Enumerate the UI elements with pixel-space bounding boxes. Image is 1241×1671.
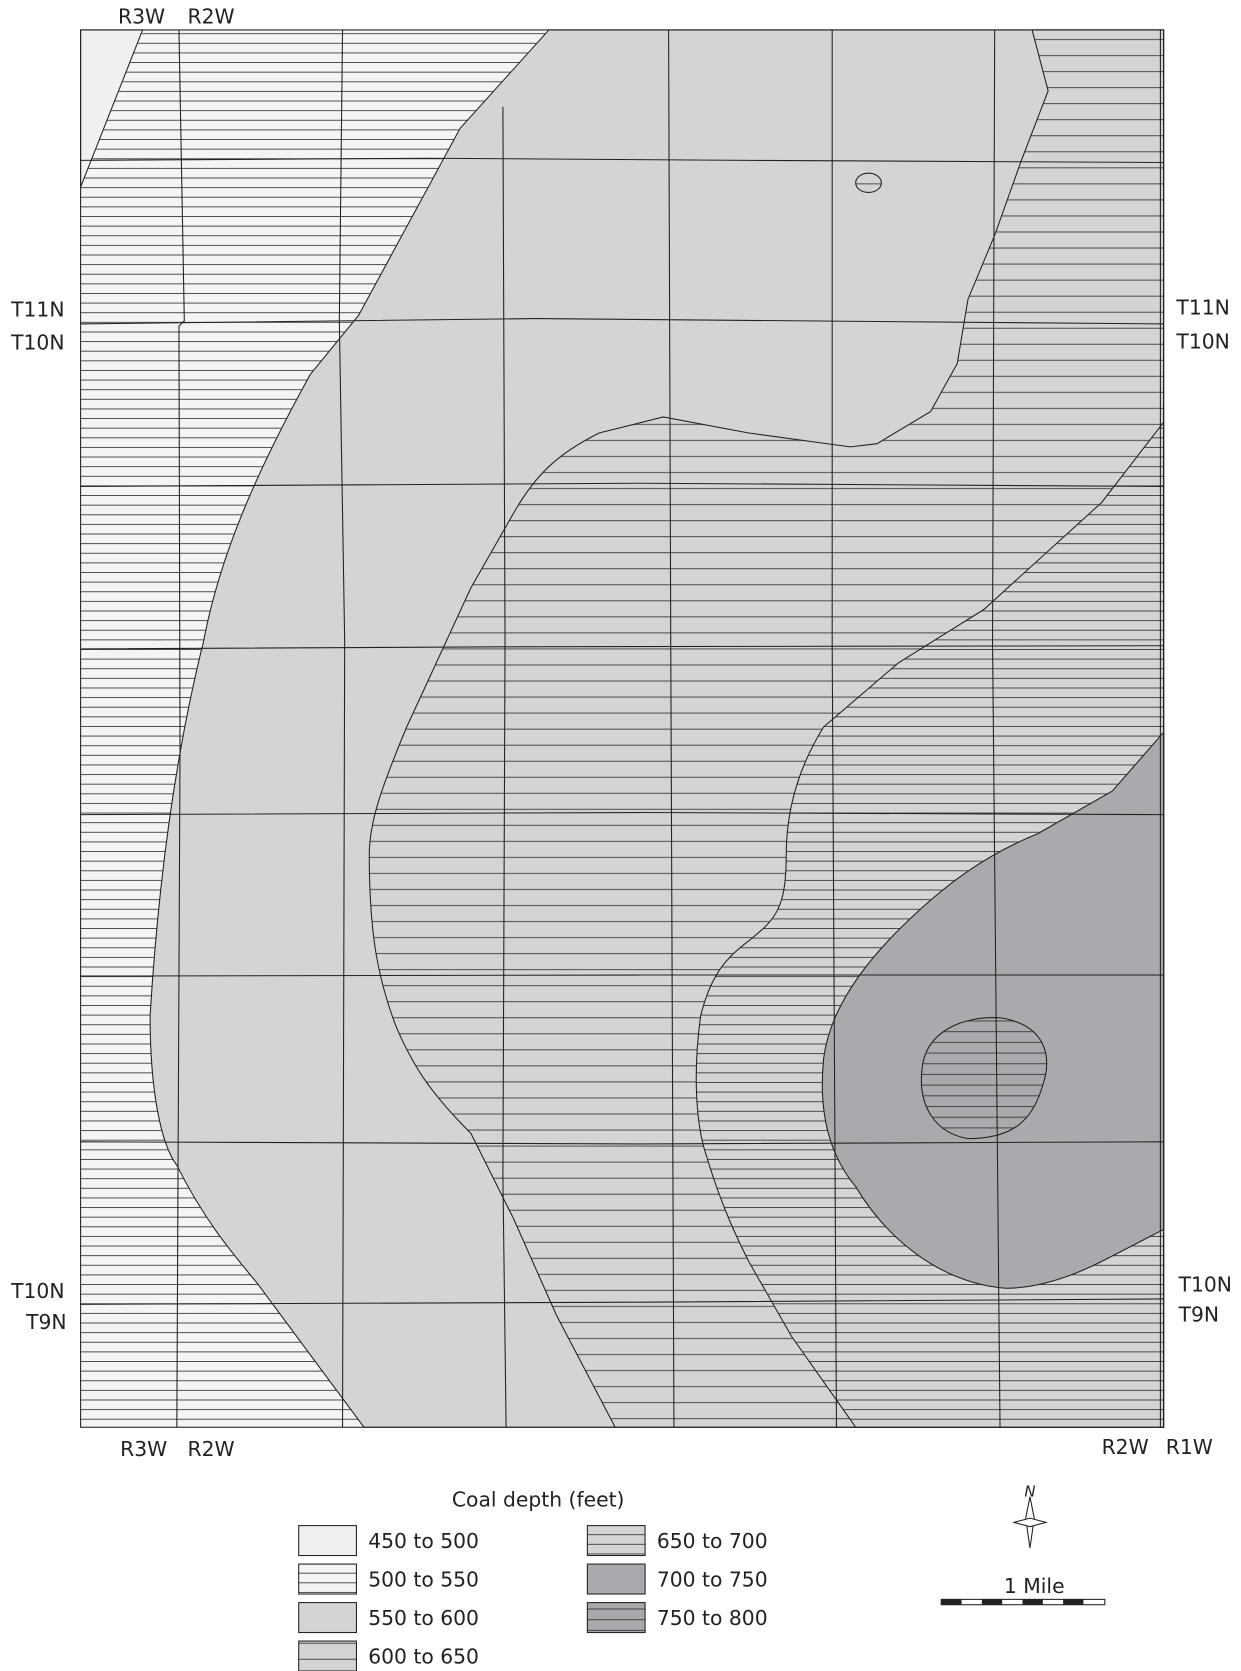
legend-swatch <box>298 1563 357 1595</box>
legend-swatch <box>298 1640 357 1671</box>
legend-label: 500 to 550 <box>368 1568 479 1592</box>
township-label: T10N <box>10 1279 64 1303</box>
range-label: R2W <box>188 5 235 29</box>
legend-label: 750 to 800 <box>657 1606 768 1630</box>
township-label: T9N <box>1178 1302 1219 1326</box>
range-label: R2W <box>1102 1435 1149 1459</box>
legend-label: 700 to 750 <box>657 1568 768 1592</box>
legend-label: 550 to 600 <box>368 1606 479 1630</box>
legend: Coal depth (feet) 450 to 500 500 to 550 55… <box>298 1487 768 1671</box>
scale-label: 1 Mile <box>1004 1574 1065 1598</box>
legend-title: Coal depth (feet) <box>452 1487 625 1511</box>
small-closure <box>855 172 882 193</box>
scale-bar: 1 Mile <box>940 1574 1106 1606</box>
township-label: T9N <box>25 1310 67 1334</box>
legend-label: 600 to 650 <box>368 1645 479 1669</box>
township-label: T11N <box>10 297 64 321</box>
legend-swatch <box>298 1602 357 1634</box>
legend-label: 450 to 500 <box>368 1529 479 1553</box>
zone-750-800 <box>920 1017 1048 1140</box>
zone-700-750 <box>821 730 1165 1289</box>
legend-swatch <box>586 1602 646 1634</box>
map-frame <box>80 29 1165 1428</box>
north-label: N <box>1024 1483 1035 1501</box>
north-arrow: N <box>1011 1483 1049 1549</box>
range-label: R2W <box>188 1437 235 1461</box>
legend-label: 650 to 700 <box>657 1529 768 1553</box>
legend-swatch <box>298 1525 357 1557</box>
legend-swatch <box>586 1563 646 1595</box>
township-label: T10N <box>1178 1272 1232 1296</box>
legend-swatch <box>586 1525 646 1557</box>
map-area <box>80 29 1165 1428</box>
section-grid <box>80 29 1164 1428</box>
range-label: R3W <box>118 5 165 29</box>
township-label: T10N <box>10 331 64 355</box>
township-label: T11N <box>1175 295 1229 319</box>
township-label: T10N <box>1175 330 1229 354</box>
range-label: R3W <box>120 1437 167 1461</box>
range-label: R1W <box>1166 1435 1213 1459</box>
legend-items: 450 to 500 500 to 550 550 to 600 600 to 650… <box>298 1525 768 1671</box>
